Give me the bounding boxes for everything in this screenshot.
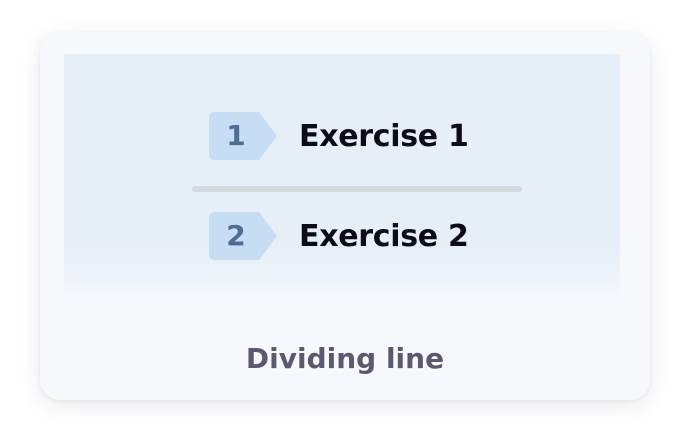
dividing-line — [192, 186, 522, 192]
badge-number: 1 — [226, 119, 246, 152]
badge-tag-shape — [209, 112, 277, 160]
preview-area: 1 Exercise 1 2 Exercise 2 — [64, 54, 620, 300]
card-caption: Dividing line — [245, 342, 445, 375]
exercise-label: Exercise 1 — [299, 118, 469, 154]
badge-tag-shape — [209, 212, 277, 260]
number-badge: 2 — [209, 212, 277, 260]
exercise-row: 1 Exercise 1 — [209, 112, 469, 160]
badge-number: 2 — [226, 219, 246, 252]
dividing-line-card[interactable]: 1 Exercise 1 2 Exercise 2 Dividing line — [40, 32, 650, 400]
number-badge: 1 — [209, 112, 277, 160]
exercise-row: 2 Exercise 2 — [209, 212, 469, 260]
exercise-label: Exercise 2 — [299, 218, 469, 254]
